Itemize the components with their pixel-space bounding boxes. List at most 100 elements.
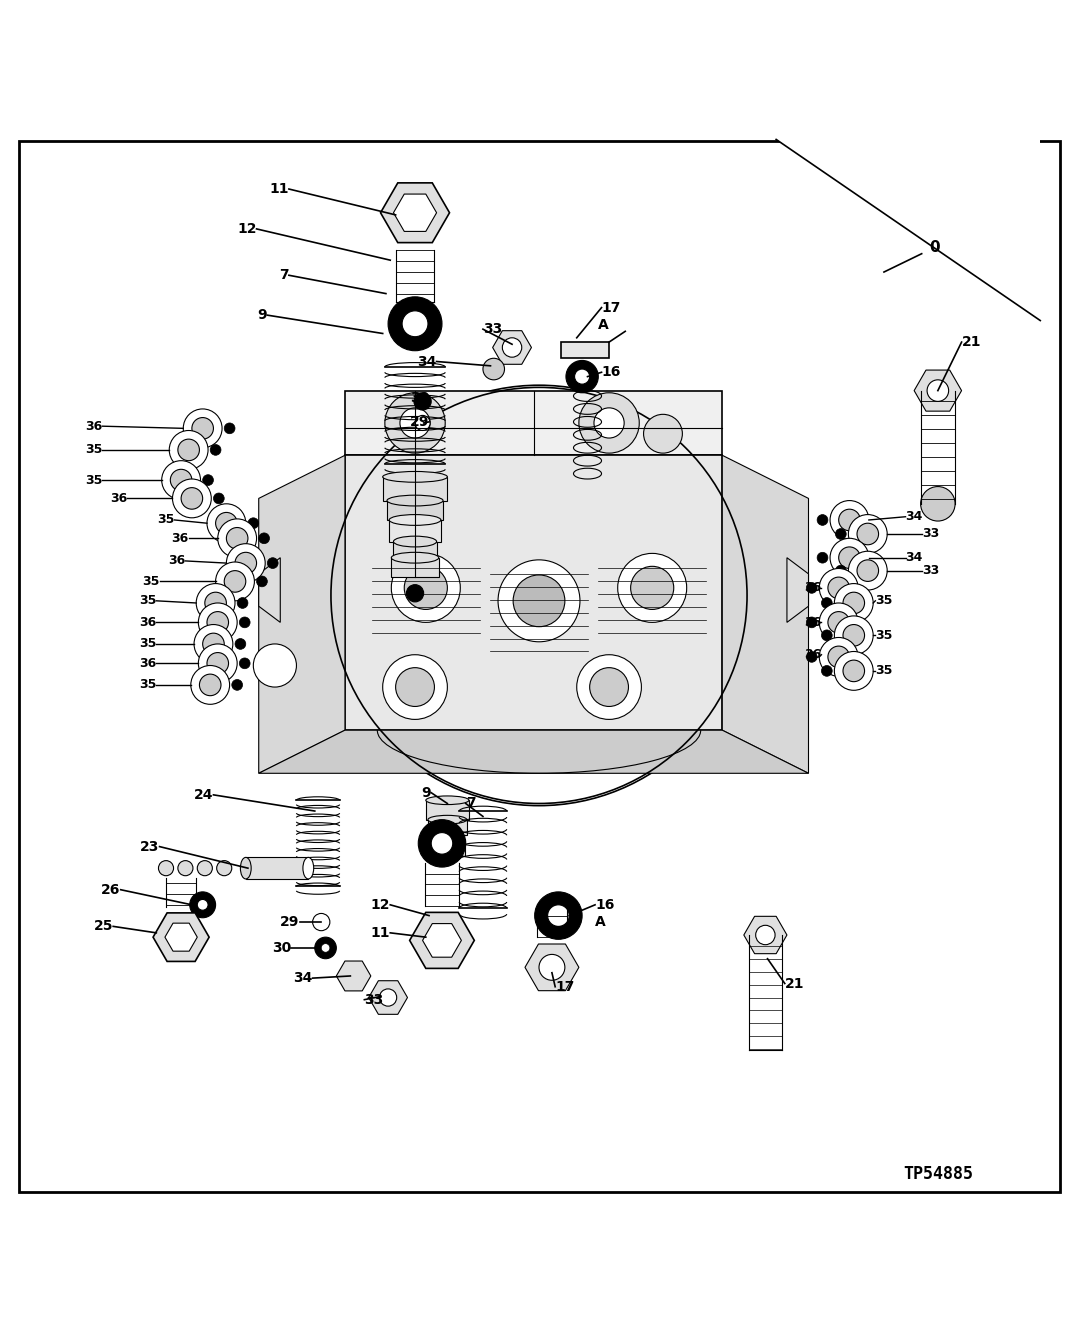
Circle shape xyxy=(579,393,639,453)
Ellipse shape xyxy=(303,857,314,878)
Circle shape xyxy=(539,954,565,980)
Circle shape xyxy=(577,655,641,719)
Circle shape xyxy=(806,651,817,663)
Text: 9: 9 xyxy=(421,785,431,800)
Circle shape xyxy=(817,552,828,563)
Circle shape xyxy=(248,518,259,528)
Ellipse shape xyxy=(428,816,467,824)
Circle shape xyxy=(843,624,865,646)
Circle shape xyxy=(235,639,246,650)
Text: 11: 11 xyxy=(371,926,390,940)
Circle shape xyxy=(834,616,873,655)
Circle shape xyxy=(821,630,832,640)
Circle shape xyxy=(828,612,849,634)
Text: 34: 34 xyxy=(906,551,923,564)
Text: 24: 24 xyxy=(194,788,213,801)
Text: 21: 21 xyxy=(962,335,981,349)
Text: 33: 33 xyxy=(483,322,502,337)
Circle shape xyxy=(575,369,590,385)
Circle shape xyxy=(828,646,849,668)
Text: 36: 36 xyxy=(171,532,189,544)
Text: TP54885: TP54885 xyxy=(903,1166,972,1183)
Circle shape xyxy=(402,311,428,337)
Circle shape xyxy=(400,407,430,438)
Circle shape xyxy=(828,578,849,599)
Circle shape xyxy=(183,409,222,447)
Circle shape xyxy=(921,487,955,520)
Bar xyxy=(393,542,437,558)
Bar xyxy=(426,800,469,820)
Text: 35: 35 xyxy=(157,514,175,527)
Circle shape xyxy=(756,925,775,945)
Circle shape xyxy=(839,510,860,531)
Circle shape xyxy=(834,651,873,691)
Text: 35: 35 xyxy=(142,575,160,588)
Ellipse shape xyxy=(240,857,251,878)
Circle shape xyxy=(857,523,879,544)
Ellipse shape xyxy=(387,495,443,506)
Circle shape xyxy=(404,566,447,610)
Circle shape xyxy=(483,358,505,379)
Bar xyxy=(430,839,465,856)
Text: 33: 33 xyxy=(922,564,939,578)
Circle shape xyxy=(207,612,229,634)
Text: 23: 23 xyxy=(140,840,160,853)
Text: 36: 36 xyxy=(85,419,102,433)
Text: 35: 35 xyxy=(139,595,156,607)
Circle shape xyxy=(259,532,270,543)
Circle shape xyxy=(169,430,208,470)
Circle shape xyxy=(388,297,442,351)
Circle shape xyxy=(194,624,233,663)
Circle shape xyxy=(197,900,208,910)
Polygon shape xyxy=(259,455,345,773)
Circle shape xyxy=(830,538,869,578)
Text: 11: 11 xyxy=(270,182,289,196)
Bar xyxy=(389,520,441,542)
Circle shape xyxy=(590,668,628,707)
Circle shape xyxy=(210,445,221,455)
Bar xyxy=(383,476,447,500)
Text: 25: 25 xyxy=(94,920,113,933)
Circle shape xyxy=(830,500,869,539)
Ellipse shape xyxy=(383,471,447,482)
Circle shape xyxy=(226,543,265,583)
Circle shape xyxy=(819,568,858,607)
Circle shape xyxy=(857,560,879,582)
Circle shape xyxy=(835,566,846,576)
Text: 30: 30 xyxy=(410,391,429,405)
Circle shape xyxy=(819,638,858,676)
Circle shape xyxy=(535,892,582,940)
Circle shape xyxy=(198,644,237,683)
Circle shape xyxy=(199,673,221,696)
Circle shape xyxy=(216,512,237,534)
Circle shape xyxy=(817,515,828,526)
Bar xyxy=(428,820,467,835)
Circle shape xyxy=(217,861,232,876)
Circle shape xyxy=(631,566,674,610)
Circle shape xyxy=(821,598,832,608)
Text: 36: 36 xyxy=(168,555,185,567)
Circle shape xyxy=(566,361,598,393)
Circle shape xyxy=(498,560,580,642)
Text: 7: 7 xyxy=(466,796,475,811)
Circle shape xyxy=(313,913,330,930)
Bar xyxy=(387,500,443,520)
Circle shape xyxy=(843,592,865,614)
Circle shape xyxy=(205,592,226,614)
Circle shape xyxy=(834,583,873,623)
Circle shape xyxy=(431,833,453,855)
Circle shape xyxy=(178,861,193,876)
Bar xyxy=(391,558,439,578)
Circle shape xyxy=(191,666,230,704)
Text: 36: 36 xyxy=(139,616,156,628)
Text: 35: 35 xyxy=(875,628,893,642)
Text: 34: 34 xyxy=(906,510,923,523)
Circle shape xyxy=(196,583,235,623)
Text: 35: 35 xyxy=(85,443,102,457)
Circle shape xyxy=(379,989,397,1006)
Circle shape xyxy=(232,680,243,691)
Circle shape xyxy=(237,598,248,608)
Circle shape xyxy=(321,944,330,952)
Circle shape xyxy=(414,393,431,410)
Text: 29: 29 xyxy=(410,415,429,429)
